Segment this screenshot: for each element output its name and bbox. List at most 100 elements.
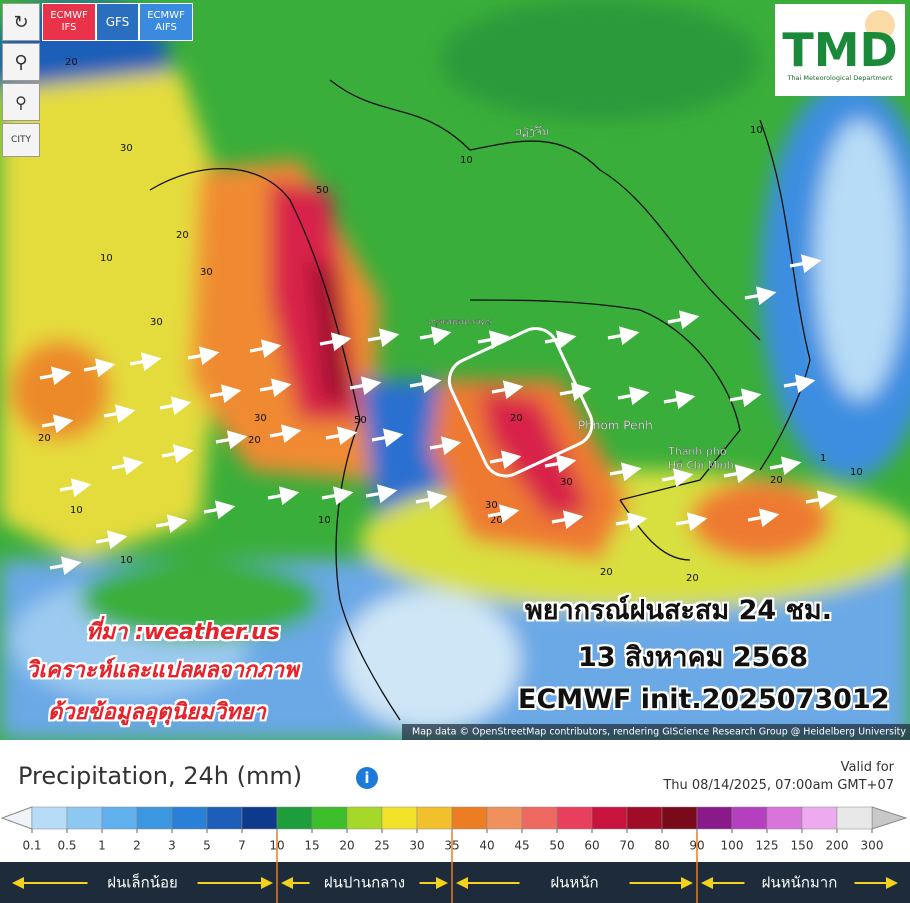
info-icon[interactable]: i bbox=[356, 767, 378, 789]
wind-arrow bbox=[39, 366, 72, 386]
contour-label: 30 bbox=[200, 267, 213, 278]
legend-tick-label: 125 bbox=[756, 839, 779, 853]
contour-label: 20 bbox=[770, 475, 783, 486]
wind-arrow bbox=[491, 380, 524, 400]
wind-arrow bbox=[59, 478, 92, 498]
valid-time: Thu 08/14/2025, 07:00am GMT+07 bbox=[663, 778, 894, 793]
wind-arrow bbox=[744, 286, 777, 306]
contour-label: 10 bbox=[100, 253, 113, 264]
legend-tick-label: 2 bbox=[133, 839, 141, 853]
wind-arrow bbox=[675, 512, 708, 532]
model-tab[interactable]: ECMWF AIFS bbox=[139, 3, 193, 41]
wind-arrow bbox=[203, 500, 236, 520]
legend-swatch bbox=[731, 806, 768, 830]
wind-arrow bbox=[129, 352, 162, 372]
tab-line: ECMWF bbox=[147, 10, 185, 21]
wind-arrow bbox=[487, 504, 520, 524]
logo: TMD Thai Meteorological Department bbox=[775, 4, 905, 96]
contour-label: 20 bbox=[686, 573, 699, 584]
category-label: ฝนหนัก bbox=[550, 874, 598, 892]
wind-arrow bbox=[259, 378, 292, 398]
wind-arrow bbox=[209, 384, 242, 404]
model-tab[interactable]: ECMWF IFS bbox=[42, 3, 96, 41]
forecast-date: 13 สิงหาคม 2568 bbox=[578, 642, 809, 673]
contour-label: 20 bbox=[600, 567, 613, 578]
refresh-button[interactable]: ↻ bbox=[2, 3, 40, 41]
legend-swatch bbox=[486, 806, 523, 830]
contour-label: 10 bbox=[70, 505, 83, 516]
wind-arrow bbox=[371, 428, 404, 448]
city-button[interactable]: CITY bbox=[2, 123, 40, 157]
contour-label: 20 bbox=[490, 515, 503, 526]
legend-swatch bbox=[136, 806, 173, 830]
logo-text: TMD bbox=[782, 23, 898, 77]
model-tab[interactable]: GFS bbox=[96, 3, 139, 41]
legend: 0.1 0.5 1 2 3 5 7 10 15 20 25 30 35 40 45 50 60 70 80 90 100… bbox=[0, 806, 910, 903]
wind-arrow bbox=[747, 508, 780, 528]
wind-arrow bbox=[159, 396, 192, 416]
wind-arrow bbox=[161, 444, 194, 464]
contour-label: 10 bbox=[120, 555, 133, 566]
contour-label: 10 bbox=[460, 155, 473, 166]
legend-swatch bbox=[206, 806, 243, 830]
place-label: Phnom Penh bbox=[578, 419, 653, 433]
legend-swatch bbox=[696, 806, 733, 830]
legend-tick-label: 7 bbox=[238, 839, 246, 853]
legend-swatch bbox=[766, 806, 803, 830]
legend-tick-label: 20 bbox=[339, 839, 354, 853]
contour-label: 30 bbox=[150, 317, 163, 328]
legend-tick-label: 0.5 bbox=[57, 839, 76, 853]
location-button[interactable]: ⚲ bbox=[2, 43, 40, 81]
legend-swatch bbox=[521, 806, 558, 830]
wind-arrow bbox=[49, 556, 82, 576]
contour-label: 30 bbox=[120, 143, 133, 154]
legend-tick-label: 3 bbox=[168, 839, 176, 853]
wind-arrow bbox=[615, 512, 648, 532]
wind-arrow bbox=[95, 530, 128, 550]
legend-tick-label: 45 bbox=[514, 839, 529, 853]
legend-swatch bbox=[346, 806, 383, 830]
wind-arrow bbox=[663, 390, 696, 410]
legend-tick-label: 30 bbox=[409, 839, 424, 853]
contour-label: 50 bbox=[354, 415, 367, 426]
legend-swatch bbox=[416, 806, 453, 830]
contour-label: 10 bbox=[850, 467, 863, 478]
data-text: ด้วยข้อมูลอุตุนิยมวิทยา bbox=[48, 700, 266, 725]
legend-swatch bbox=[276, 806, 313, 830]
legend-swatch bbox=[171, 806, 208, 830]
wind-arrow bbox=[103, 404, 136, 424]
legend-tick-label: 0.1 bbox=[22, 839, 41, 853]
contour-label: 20 bbox=[248, 435, 261, 446]
legend-swatch bbox=[836, 806, 873, 830]
legend-swatch bbox=[556, 806, 593, 830]
place-label: ວຽງຈັນ bbox=[515, 125, 549, 138]
wind-arrow bbox=[267, 486, 300, 506]
wind-arrow bbox=[319, 332, 352, 352]
legend-tick-label: 200 bbox=[826, 839, 849, 853]
wind-arrow bbox=[367, 328, 400, 348]
legend-swatch bbox=[31, 806, 68, 830]
wind-arrow bbox=[477, 330, 510, 350]
contour-label: 10 bbox=[318, 515, 331, 526]
wind-arrow bbox=[321, 486, 354, 506]
wind-arrow bbox=[667, 310, 700, 330]
legend-tick-label: 50 bbox=[549, 839, 564, 853]
wind-arrow bbox=[409, 374, 442, 394]
contour-label: 20 bbox=[176, 230, 189, 241]
wind-arrow bbox=[544, 454, 577, 474]
legend-swatch bbox=[66, 806, 103, 830]
attribution: Map data © OpenStreetMap contributors, r… bbox=[412, 727, 906, 738]
wind-arrow bbox=[607, 326, 640, 346]
contour-label: 1 bbox=[820, 453, 826, 464]
tab-line: ECMWF bbox=[50, 10, 88, 21]
wind-arrow bbox=[429, 436, 462, 456]
wind-arrow bbox=[111, 456, 144, 476]
zoom-button[interactable]: ⚲ bbox=[2, 83, 40, 121]
valid-label: Valid for bbox=[840, 760, 894, 775]
tab-line: IFS bbox=[61, 22, 77, 33]
wind-arrow bbox=[325, 426, 358, 446]
wind-arrow bbox=[789, 254, 822, 274]
contour-label: 30 bbox=[254, 413, 267, 424]
wind-arrow bbox=[805, 490, 838, 510]
